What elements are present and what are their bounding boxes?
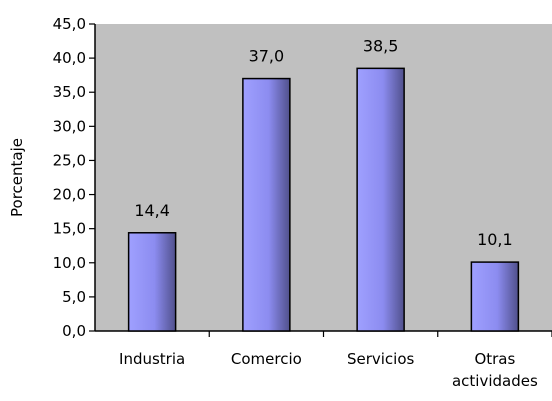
x-category-label: Servicios [347,350,415,368]
y-tick-label: 20,0 [53,186,86,204]
bar-value-label: 37,0 [249,47,285,66]
y-axis-title: Porcentaje [8,138,26,217]
y-tick-label: 25,0 [53,151,86,169]
y-tick-label: 30,0 [53,117,86,135]
y-tick-label: 0,0 [62,322,86,340]
bar [356,67,405,332]
y-tick-label: 45,0 [53,15,86,33]
bar [127,232,177,332]
y-tick-label: 35,0 [53,83,86,101]
x-category-label: Otras actividades [452,350,538,390]
data-labels: 14,4 37,0 38,5 10,1 [134,36,512,249]
bar [242,77,291,332]
y-tick-label: 10,0 [53,254,86,272]
x-axis: Industria Comercio Servicios Otras actividad… [95,330,552,390]
bar-value-label: 10,1 [477,230,513,249]
y-tick-label: 40,0 [53,49,86,67]
x-category-label: Comercio [231,350,302,368]
bars [127,67,520,332]
bar-value-label: 38,5 [363,36,399,55]
y-axis: 0,0 5,0 10,0 15,0 20,0 25,0 30,0 35,0 40,0 45,0 [53,15,96,340]
x-category-label: Industria [119,350,185,368]
y-tick-label: 5,0 [62,288,86,306]
bar [470,261,520,332]
bar-value-label: 14,4 [134,201,170,220]
y-tick-label: 15,0 [53,220,86,238]
